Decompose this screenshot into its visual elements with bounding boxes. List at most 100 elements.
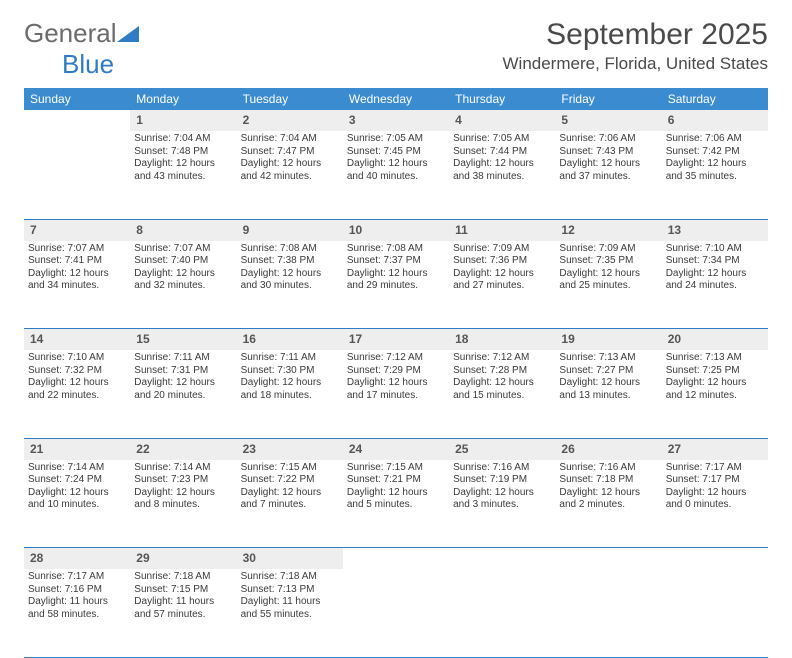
sunrise-line: Sunrise: 7:12 AM — [453, 352, 551, 365]
day-cell: Sunrise: 7:15 AMSunset: 7:21 PMDaylight:… — [343, 460, 449, 548]
daylight-line: Daylight: 12 hours and 34 minutes. — [28, 268, 126, 293]
daynum-row: 282930 — [24, 548, 768, 570]
sunrise-line: Sunrise: 7:18 AM — [241, 571, 339, 584]
dow-header: Friday — [555, 88, 661, 110]
daylight-line: Daylight: 12 hours and 15 minutes. — [453, 377, 551, 402]
logo-text: General Blue — [24, 18, 145, 80]
day-cell: Sunrise: 7:08 AMSunset: 7:38 PMDaylight:… — [237, 241, 343, 329]
day-number: 22 — [130, 438, 236, 460]
content-row: Sunrise: 7:17 AMSunset: 7:16 PMDaylight:… — [24, 569, 768, 657]
sunset-line: Sunset: 7:32 PM — [28, 365, 126, 378]
dow-header: Sunday — [24, 88, 130, 110]
sunset-line: Sunset: 7:37 PM — [347, 255, 445, 268]
sunset-line: Sunset: 7:16 PM — [28, 584, 126, 597]
day-cell: Sunrise: 7:07 AMSunset: 7:41 PMDaylight:… — [24, 241, 130, 329]
day-cell: Sunrise: 7:11 AMSunset: 7:30 PMDaylight:… — [237, 350, 343, 438]
sunset-line: Sunset: 7:22 PM — [241, 474, 339, 487]
day-number: 28 — [24, 548, 130, 570]
day-number: 25 — [449, 438, 555, 460]
day-number: 19 — [555, 329, 661, 351]
sunset-line: Sunset: 7:30 PM — [241, 365, 339, 378]
day-number — [555, 548, 661, 570]
logo-word1: General — [24, 18, 117, 48]
sunrise-line: Sunrise: 7:16 AM — [559, 462, 657, 475]
daylight-line: Daylight: 12 hours and 12 minutes. — [666, 377, 764, 402]
day-cell: Sunrise: 7:16 AMSunset: 7:19 PMDaylight:… — [449, 460, 555, 548]
daylight-line: Daylight: 12 hours and 13 minutes. — [559, 377, 657, 402]
sunset-line: Sunset: 7:44 PM — [453, 146, 551, 159]
sunset-line: Sunset: 7:40 PM — [134, 255, 232, 268]
dow-header: Thursday — [449, 88, 555, 110]
day-number: 13 — [662, 219, 768, 241]
sunset-line: Sunset: 7:34 PM — [666, 255, 764, 268]
sunrise-line: Sunrise: 7:09 AM — [559, 243, 657, 256]
daylight-line: Daylight: 12 hours and 24 minutes. — [666, 268, 764, 293]
sunrise-line: Sunrise: 7:04 AM — [241, 133, 339, 146]
daylight-line: Daylight: 11 hours and 55 minutes. — [241, 596, 339, 621]
sunrise-line: Sunrise: 7:10 AM — [666, 243, 764, 256]
day-cell: Sunrise: 7:13 AMSunset: 7:27 PMDaylight:… — [555, 350, 661, 438]
day-cell: Sunrise: 7:09 AMSunset: 7:36 PMDaylight:… — [449, 241, 555, 329]
daylight-line: Daylight: 12 hours and 38 minutes. — [453, 158, 551, 183]
day-number — [24, 110, 130, 131]
logo: General Blue — [24, 18, 145, 80]
daynum-row: 21222324252627 — [24, 438, 768, 460]
sunrise-line: Sunrise: 7:08 AM — [347, 243, 445, 256]
day-number: 30 — [237, 548, 343, 570]
day-cell: Sunrise: 7:15 AMSunset: 7:22 PMDaylight:… — [237, 460, 343, 548]
sunrise-line: Sunrise: 7:13 AM — [559, 352, 657, 365]
sunset-line: Sunset: 7:36 PM — [453, 255, 551, 268]
sunset-line: Sunset: 7:27 PM — [559, 365, 657, 378]
day-cell: Sunrise: 7:16 AMSunset: 7:18 PMDaylight:… — [555, 460, 661, 548]
sunrise-line: Sunrise: 7:08 AM — [241, 243, 339, 256]
day-cell — [343, 569, 449, 657]
daylight-line: Daylight: 12 hours and 27 minutes. — [453, 268, 551, 293]
daylight-line: Daylight: 12 hours and 35 minutes. — [666, 158, 764, 183]
day-number: 20 — [662, 329, 768, 351]
content-row: Sunrise: 7:07 AMSunset: 7:41 PMDaylight:… — [24, 241, 768, 329]
sunset-line: Sunset: 7:17 PM — [666, 474, 764, 487]
daynum-row: 123456 — [24, 110, 768, 131]
daynum-row: 14151617181920 — [24, 329, 768, 351]
day-number: 1 — [130, 110, 236, 131]
sunrise-line: Sunrise: 7:07 AM — [134, 243, 232, 256]
sunset-line: Sunset: 7:47 PM — [241, 146, 339, 159]
sunset-line: Sunset: 7:15 PM — [134, 584, 232, 597]
day-cell: Sunrise: 7:12 AMSunset: 7:28 PMDaylight:… — [449, 350, 555, 438]
sunrise-line: Sunrise: 7:05 AM — [453, 133, 551, 146]
calendar-table: SundayMondayTuesdayWednesdayThursdayFrid… — [24, 88, 768, 658]
daylight-line: Daylight: 12 hours and 25 minutes. — [559, 268, 657, 293]
day-number: 16 — [237, 329, 343, 351]
dow-header-row: SundayMondayTuesdayWednesdayThursdayFrid… — [24, 88, 768, 110]
day-cell: Sunrise: 7:12 AMSunset: 7:29 PMDaylight:… — [343, 350, 449, 438]
day-cell: Sunrise: 7:05 AMSunset: 7:44 PMDaylight:… — [449, 131, 555, 219]
sunset-line: Sunset: 7:19 PM — [453, 474, 551, 487]
sunset-line: Sunset: 7:45 PM — [347, 146, 445, 159]
content-row: Sunrise: 7:14 AMSunset: 7:24 PMDaylight:… — [24, 460, 768, 548]
dow-header: Monday — [130, 88, 236, 110]
day-cell: Sunrise: 7:08 AMSunset: 7:37 PMDaylight:… — [343, 241, 449, 329]
sunrise-line: Sunrise: 7:18 AM — [134, 571, 232, 584]
sunrise-line: Sunrise: 7:10 AM — [28, 352, 126, 365]
sunrise-line: Sunrise: 7:15 AM — [347, 462, 445, 475]
sunset-line: Sunset: 7:35 PM — [559, 255, 657, 268]
sunset-line: Sunset: 7:42 PM — [666, 146, 764, 159]
day-number — [343, 548, 449, 570]
dow-header: Saturday — [662, 88, 768, 110]
daylight-line: Daylight: 12 hours and 42 minutes. — [241, 158, 339, 183]
day-number: 10 — [343, 219, 449, 241]
day-number: 27 — [662, 438, 768, 460]
day-number: 29 — [130, 548, 236, 570]
day-cell: Sunrise: 7:18 AMSunset: 7:13 PMDaylight:… — [237, 569, 343, 657]
daylight-line: Daylight: 12 hours and 40 minutes. — [347, 158, 445, 183]
sunset-line: Sunset: 7:13 PM — [241, 584, 339, 597]
day-number: 8 — [130, 219, 236, 241]
sunrise-line: Sunrise: 7:14 AM — [134, 462, 232, 475]
daylight-line: Daylight: 12 hours and 0 minutes. — [666, 487, 764, 512]
day-cell: Sunrise: 7:11 AMSunset: 7:31 PMDaylight:… — [130, 350, 236, 438]
logo-word2: Blue — [62, 49, 114, 79]
sunset-line: Sunset: 7:28 PM — [453, 365, 551, 378]
daylight-line: Daylight: 12 hours and 30 minutes. — [241, 268, 339, 293]
dow-header: Tuesday — [237, 88, 343, 110]
sunset-line: Sunset: 7:21 PM — [347, 474, 445, 487]
